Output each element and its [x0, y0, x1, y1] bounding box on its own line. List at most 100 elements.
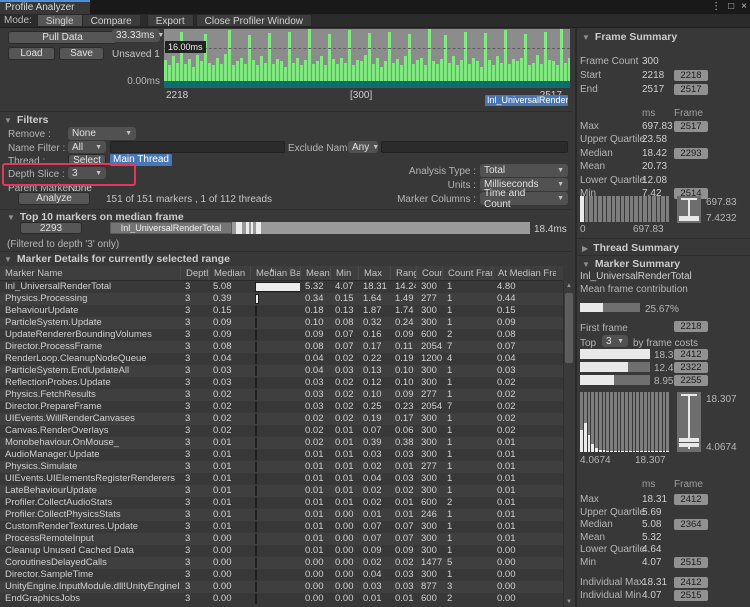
frame-button[interactable]: 2517 — [674, 121, 708, 132]
load-button[interactable]: Load — [8, 47, 55, 60]
frame-button[interactable]: 2293 — [674, 147, 708, 159]
scroll-up-icon[interactable]: ▲ — [566, 283, 572, 289]
table-row[interactable]: ParticleSystem.Update 3 0.09 0.10 0.08 0.32 0.… — [0, 317, 563, 329]
table-cell — [556, 413, 563, 425]
column-header[interactable]: Marker Name — [5, 268, 63, 279]
thread-select-button[interactable]: Select — [68, 154, 106, 166]
mode-single-button[interactable]: Single — [36, 14, 82, 27]
table-row[interactable]: Monobehaviour.OnMouse_ 3 0.01 0.02 0.01 0.39 0… — [0, 437, 563, 449]
name-filter-mode-dropdown[interactable]: All ▼ — [68, 141, 106, 153]
remove-label: Remove : — [8, 129, 51, 140]
table-row[interactable]: Canvas.RenderOverlays 3 0.02 0.02 0.01 0.07 0.… — [0, 425, 563, 437]
ms-column-label: ms — [642, 108, 656, 119]
maximize-icon[interactable]: □ — [728, 1, 735, 12]
column-header[interactable]: Count Frame — [442, 266, 492, 280]
column-header[interactable]: Max — [358, 266, 390, 280]
frame-time-chart[interactable]: 16.00ms — [164, 29, 570, 88]
frame-button[interactable]: 2218 — [674, 70, 708, 81]
table-row[interactable]: Director.ProcessFrame 3 0.08 0.08 0.07 0.17 0.… — [0, 341, 563, 353]
table-row[interactable]: ReflectionProbes.Update 3 0.03 0.03 0.02 0.12… — [0, 377, 563, 389]
remove-dropdown[interactable]: None ▼ — [68, 127, 136, 140]
table-row[interactable]: UIEvents.WillRenderCanvases 3 0.02 0.02 0.02… — [0, 413, 563, 425]
close-profiler-window-button[interactable]: Close Profiler Window — [195, 14, 313, 27]
frame-summary-header[interactable]: ▼ Frame Summary — [582, 31, 677, 43]
table-row[interactable]: Physics.FetchResults 3 0.02 0.03 0.02 0.10 0.0… — [0, 389, 563, 401]
frame-button[interactable]: 2412 — [674, 494, 708, 505]
table-row[interactable]: LateBehaviourUpdate 3 0.01 0.01 0.01 0.02 0.02… — [0, 485, 563, 497]
table-row[interactable]: ParticleSystem.EndUpdateAll 3 0.03 0.04 0.03… — [0, 365, 563, 377]
thread-summary-header[interactable]: ▶ Thread Summary — [582, 242, 679, 254]
table-row[interactable]: Director.SampleTime 3 0.00 0.00 0.00 0.04 0.03… — [0, 569, 563, 581]
table-cell: 3 — [185, 557, 191, 568]
top10-frame-button[interactable]: 2293 — [20, 222, 82, 234]
table-row[interactable]: Physics.Processing 3 0.39 0.34 0.15 1.64 1.49 2… — [0, 293, 563, 305]
save-button[interactable]: Save — [59, 47, 104, 60]
scroll-down-icon[interactable]: ▼ — [566, 599, 572, 605]
analyze-button[interactable]: Analyze — [18, 192, 90, 205]
table-row[interactable]: CoroutinesDelayedCalls 3 0.00 0.00 0.00 0.02 0… — [0, 557, 563, 569]
column-header[interactable]: Depth — [180, 266, 208, 280]
top-n-dropdown[interactable]: 3 ▼ — [602, 335, 628, 347]
frame-button[interactable]: 2412 — [674, 349, 708, 360]
frame-button[interactable]: 2255 — [674, 375, 708, 386]
marker-columns-dropdown[interactable]: Time and Count ▼ — [480, 188, 568, 210]
table-row[interactable]: RenderLoop.CleanupNodeQueue 3 0.04 0.04 0.02… — [0, 353, 563, 365]
exclude-mode-dropdown[interactable]: Any ▼ — [348, 141, 379, 153]
table-row[interactable]: ProcessRemoteInput 3 0.00 0.01 0.00 0.07 0.07 3… — [0, 533, 563, 545]
table-row[interactable]: Profiler.CollectPhysicsStats 3 0.01 0.01 0.0… — [0, 509, 563, 521]
top10-header[interactable]: ▼ Top 10 markers on median frame — [7, 211, 184, 223]
filters-header[interactable]: ▼ Filters — [4, 114, 48, 126]
table-scrollbar[interactable]: ▲ ▼ — [563, 281, 574, 607]
top10-marker-segment[interactable]: Inl_UniversalRenderTotal — [110, 222, 232, 234]
table-row[interactable]: AudioManager.Update 3 0.01 0.01 0.01 0.03 0.03… — [0, 449, 563, 461]
table-row[interactable]: Physics.Simulate 3 0.01 0.01 0.01 0.02 0.01 277… — [0, 461, 563, 473]
close-icon[interactable]: × — [741, 1, 747, 12]
table-row[interactable]: EndGraphicsJobs 3 0.00 0.00 0.00 0.01 0.01 600 2… — [0, 593, 563, 605]
column-header[interactable]: Median Bar — [250, 266, 300, 280]
scrollbar-thumb[interactable] — [565, 293, 573, 363]
table-row[interactable]: UIEvents.UIElementsRegisterRenderers 3 0.0… — [0, 473, 563, 485]
frame-button[interactable]: 2515 — [674, 556, 708, 568]
table-row[interactable]: BehaviourUpdate 3 0.15 0.18 0.13 1.87 1.74 300 1… — [0, 305, 563, 317]
frame-button[interactable]: 2322 — [674, 362, 708, 373]
table-row[interactable]: UpdateRendererBoundingVolumes 3 0.09 0.09 0.… — [0, 329, 563, 341]
column-header[interactable]: Median — [208, 266, 250, 280]
table-row[interactable]: CustomRenderTextures.Update 3 0.01 0.01 0.00… — [0, 521, 563, 533]
frame-button[interactable]: 2514 — [674, 187, 708, 199]
export-button[interactable]: Export — [146, 14, 194, 27]
column-header[interactable]: Count — [416, 266, 442, 280]
summary-row: Median 5.08 2364 — [577, 519, 750, 532]
top10-bar[interactable]: Inl_UniversalRenderTotal — [110, 222, 530, 234]
table-cell: 0.34 — [305, 293, 324, 304]
name-filter-input[interactable] — [110, 141, 285, 153]
table-row[interactable]: UnityEngine.InputModule.dll!UnityEngineI… — [0, 581, 563, 593]
units-dropdown[interactable]: Milliseconds ▼ — [480, 178, 568, 191]
frame-button[interactable]: 2515 — [674, 589, 708, 601]
pull-data-button[interactable]: Pull Data — [8, 31, 117, 44]
column-header[interactable]: Mean — [300, 266, 330, 280]
column-header[interactable]: Range — [390, 266, 416, 280]
analysis-type-dropdown[interactable]: Total ▼ — [480, 164, 568, 177]
kebab-menu-icon[interactable]: ⋮ — [711, 1, 722, 12]
mode-compare-button[interactable]: Compare — [81, 14, 140, 27]
frame-time-scale-dropdown[interactable]: 33.33ms ▼ — [112, 29, 164, 42]
table-row[interactable]: Cleanup Unused Cached Data 3 0.00 0.01 0.00 0… — [0, 545, 563, 557]
table-header[interactable]: Marker Name DepthMedianMedian BarMeanMinM… — [0, 266, 563, 281]
marker-details-header[interactable]: ▼ Marker Details for currently selected r… — [4, 253, 230, 265]
frame-button[interactable]: 2517 — [674, 84, 708, 95]
frame-button[interactable]: 2218 — [674, 321, 708, 332]
table-cell: 3 — [185, 425, 191, 436]
frame-bar — [536, 55, 539, 81]
depth-slice-dropdown[interactable]: 3 ▼ — [68, 167, 106, 179]
table-cell — [556, 449, 563, 461]
column-header[interactable]: Min — [330, 266, 358, 280]
frame-button[interactable]: 2364 — [674, 519, 708, 530]
frame-button[interactable]: 2412 — [674, 577, 708, 588]
table-row[interactable]: Profiler.CollectAudioStats 3 0.01 0.01 0.01 0… — [0, 497, 563, 509]
column-header[interactable]: At Median Frame — [492, 266, 556, 280]
table-row[interactable]: Director.PrepareFrame 3 0.02 0.03 0.02 0.25 0.… — [0, 401, 563, 413]
table-row[interactable]: Inl_UniversalRenderTotal 3 5.08 5.32 4.07 18.… — [0, 281, 563, 293]
exclude-names-input[interactable] — [381, 141, 568, 153]
marker-summary-header[interactable]: ▼ Marker Summary — [582, 258, 680, 270]
tab-profile-analyzer[interactable]: Profile Analyzer — [0, 0, 90, 14]
